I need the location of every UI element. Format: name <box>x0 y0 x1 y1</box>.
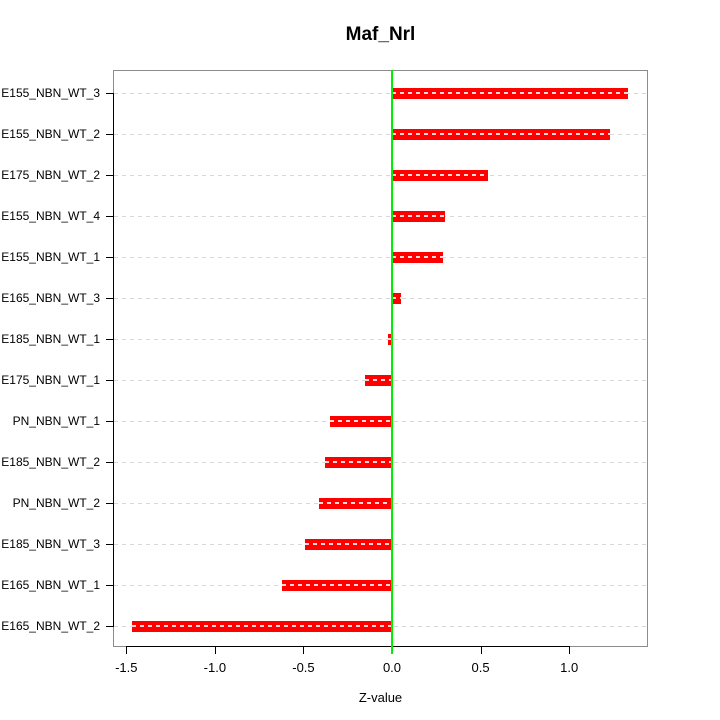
x-tick-label: 1.0 <box>560 660 579 675</box>
y-axis-label: E155_NBN_WT_4 <box>1 209 100 223</box>
bar <box>392 252 444 263</box>
x-axis-tick <box>303 647 305 654</box>
bar-dash-overlay <box>282 584 392 586</box>
y-axis-tick <box>106 462 113 463</box>
bar-dash-overlay <box>324 461 392 463</box>
plot-border-top <box>113 70 648 71</box>
x-axis-tick <box>480 647 482 654</box>
bar <box>330 416 392 427</box>
y-axis-tick <box>106 175 113 176</box>
bar <box>388 334 392 345</box>
y-axis-tick <box>106 380 113 381</box>
y-axis-label: E165_NBN_WT_2 <box>1 619 100 633</box>
y-axis-tick <box>106 339 113 340</box>
grid-line <box>114 175 647 176</box>
y-axis-label: E175_NBN_WT_2 <box>1 168 100 182</box>
x-axis-tick <box>126 647 128 654</box>
zero-line <box>391 70 393 654</box>
bar <box>392 129 610 140</box>
bar <box>282 580 392 591</box>
chart-title: Maf_Nrl <box>345 24 416 45</box>
bar-dash-overlay <box>392 92 628 94</box>
bar-dash-overlay <box>305 543 392 545</box>
plot-border-right <box>647 70 648 647</box>
bar-dash-overlay <box>330 420 392 422</box>
y-axis-tick <box>106 585 113 586</box>
bar <box>324 457 392 468</box>
bar <box>392 88 628 99</box>
y-axis-label: E165_NBN_WT_1 <box>1 578 100 592</box>
bar <box>305 539 392 550</box>
x-tick-label: -0.5 <box>292 660 315 675</box>
x-axis-tick <box>569 647 571 654</box>
y-axis-label: E165_NBN_WT_3 <box>1 291 100 305</box>
y-axis-tick <box>106 298 113 299</box>
y-axis-label: E155_NBN_WT_2 <box>1 127 100 141</box>
bar-dash-overlay <box>392 215 446 217</box>
bar-dash-overlay <box>392 133 610 135</box>
grid-line <box>114 93 647 94</box>
x-tick-label: 0.0 <box>382 660 402 675</box>
y-axis-label: E155_NBN_WT_1 <box>1 250 100 264</box>
y-axis-tick <box>106 257 113 258</box>
bar <box>392 170 488 181</box>
bar <box>131 621 392 632</box>
bar-dash-overlay <box>392 174 488 176</box>
y-axis-tick <box>106 134 113 135</box>
y-axis-label: E185_NBN_WT_2 <box>1 455 100 469</box>
bar-dash-overlay <box>365 379 392 381</box>
grid-line <box>114 216 647 217</box>
x-axis-tick <box>214 647 216 654</box>
x-axis-line <box>126 646 570 647</box>
y-axis-tick <box>106 421 113 422</box>
x-tick-label: -1.0 <box>203 660 227 675</box>
x-tick-label: -1.5 <box>115 660 138 675</box>
bar-dash-overlay <box>392 297 401 299</box>
bar <box>392 293 401 304</box>
grid-line <box>114 134 647 135</box>
y-axis-line <box>113 93 114 627</box>
bar-dash-overlay <box>131 625 392 627</box>
bar <box>365 375 392 386</box>
bar-dash-overlay <box>319 502 392 504</box>
y-axis-label: E175_NBN_WT_1 <box>1 373 100 387</box>
y-axis-label: E185_NBN_WT_3 <box>1 537 100 551</box>
y-axis-tick <box>106 544 113 545</box>
bar-dash-overlay <box>392 256 444 258</box>
y-axis-label: PN_NBN_WT_2 <box>12 496 100 510</box>
bar <box>392 211 446 222</box>
y-axis-label: E155_NBN_WT_3 <box>1 86 100 100</box>
x-tick-label: 0.5 <box>471 660 490 675</box>
x-axis-label: Z-value <box>358 690 403 705</box>
y-axis-tick <box>106 503 113 504</box>
grid-line <box>114 339 647 340</box>
y-axis-label: E185_NBN_WT_1 <box>1 332 100 346</box>
bar-dash-overlay <box>388 338 392 340</box>
y-axis-tick <box>106 93 113 94</box>
y-axis-tick <box>106 216 113 217</box>
grid-line <box>114 257 647 258</box>
bar <box>319 498 392 509</box>
y-axis-label: PN_NBN_WT_1 <box>12 414 100 428</box>
plot-area: E155_NBN_WT_3 E155_NBN_WT_2 E175_NBN_WT_2 E… <box>1 70 648 705</box>
grid-line <box>114 298 647 299</box>
y-axis-tick <box>106 626 113 627</box>
